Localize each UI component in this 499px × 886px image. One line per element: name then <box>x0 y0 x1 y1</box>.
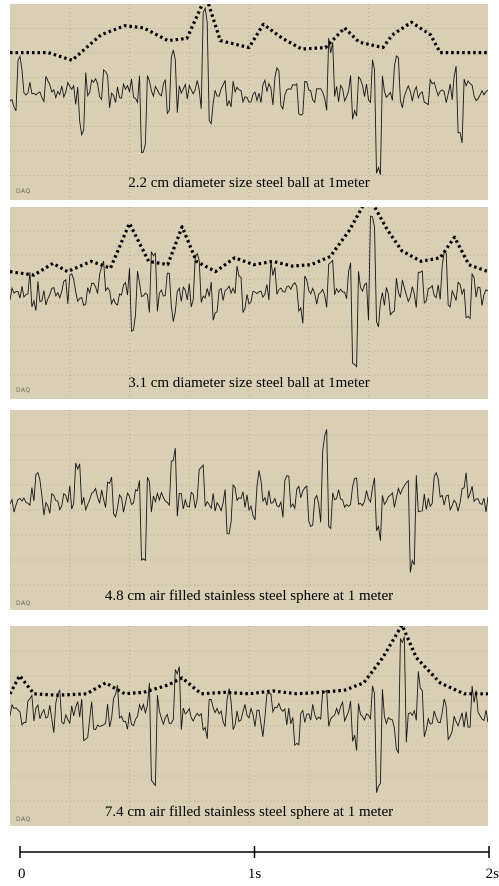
envelope-curve <box>10 4 488 62</box>
waveform-panel-4: DAQ 7.4 cm air filled stainless steel sp… <box>10 626 488 826</box>
daq-label: DAQ <box>16 600 31 607</box>
waveform-trace <box>10 429 488 573</box>
waveform-trace <box>10 215 488 368</box>
envelope-curve <box>10 207 488 277</box>
panel-caption: 2.2 cm diameter size steel ball at 1mete… <box>128 175 370 191</box>
waveform-panel-3: DAQ 4.8 cm air filled stainless steel sp… <box>10 410 488 610</box>
waveform-panel-2: DAQ 3.1 cm diameter size steel ball at 1… <box>10 207 488 399</box>
waveform-trace <box>10 636 488 793</box>
axis-tick-label: 0 <box>18 866 26 882</box>
daq-label: DAQ <box>16 816 31 823</box>
waveform-plot-4 <box>10 626 488 826</box>
waveform-plot-2 <box>10 207 488 399</box>
axis-tick-label: 2s <box>486 866 499 882</box>
axis-tick-label: 1s <box>248 866 262 882</box>
waveform-trace <box>10 6 488 175</box>
envelope-curve <box>10 626 488 697</box>
waveform-panel-1: DAQ 2.2 cm diameter size steel ball at 1… <box>10 4 488 200</box>
panel-caption: 7.4 cm air filled stainless steel sphere… <box>104 804 394 820</box>
waveform-plot-1 <box>10 4 488 200</box>
time-axis: 0 1s 2s <box>18 846 499 882</box>
daq-label: DAQ <box>16 188 31 195</box>
panel-caption: 4.8 cm air filled stainless steel sphere… <box>104 588 394 604</box>
panel-caption: 3.1 cm diameter size steel ball at 1mete… <box>128 375 370 391</box>
daq-label: DAQ <box>16 387 31 394</box>
waveform-plot-3 <box>10 410 488 610</box>
